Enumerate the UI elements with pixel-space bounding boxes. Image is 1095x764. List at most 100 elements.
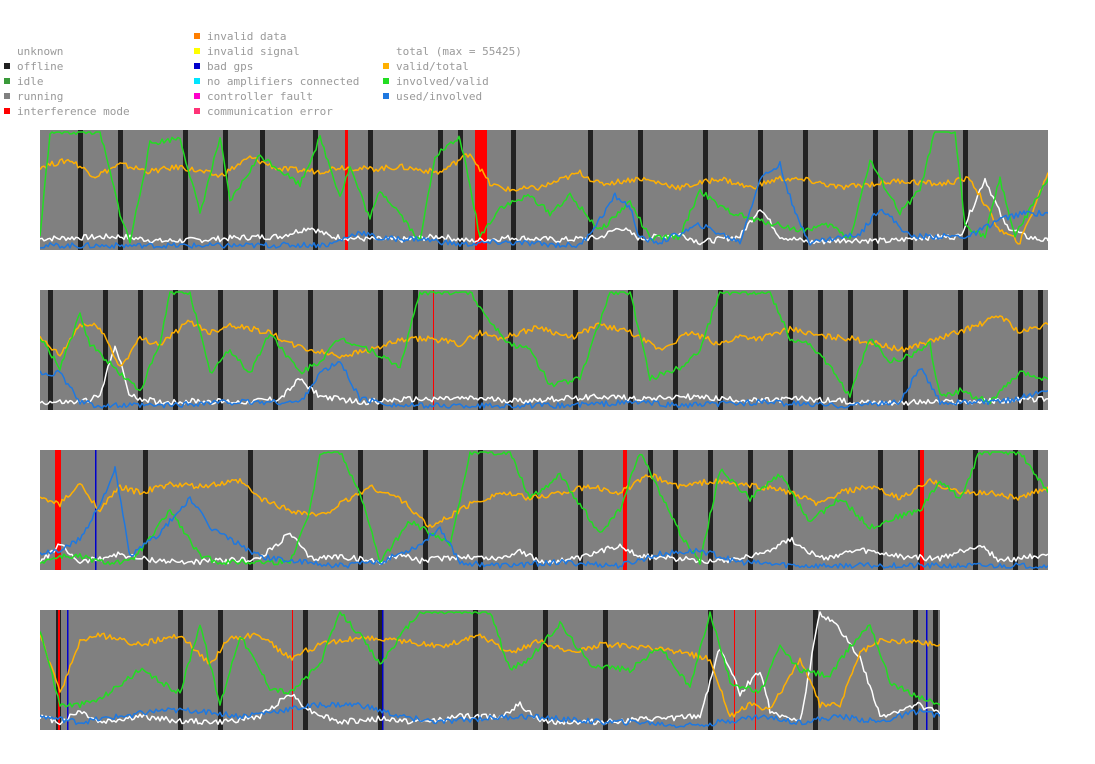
offline-mark <box>628 290 633 410</box>
offline-mark <box>143 450 148 570</box>
offline-mark <box>313 130 318 250</box>
bad-gps-mark <box>926 610 928 730</box>
offline-mark <box>703 130 708 250</box>
offline-mark <box>878 450 883 570</box>
offline-mark <box>803 130 808 250</box>
interference-mark <box>755 610 756 730</box>
timeline-strip <box>40 130 1048 250</box>
offline-mark <box>933 610 938 730</box>
offline-mark <box>543 610 548 730</box>
legend-swatch <box>383 93 389 99</box>
offline-mark <box>1013 450 1018 570</box>
legend-swatch <box>383 63 389 69</box>
series-line-involved-valid <box>40 131 1048 244</box>
timeline-strip <box>40 290 1048 410</box>
offline-mark <box>638 130 643 250</box>
offline-mark <box>958 290 963 410</box>
legend-swatch <box>194 93 200 99</box>
timeline-strip <box>40 450 1048 570</box>
offline-mark <box>218 610 223 730</box>
legend-swatch <box>4 93 10 99</box>
offline-mark <box>973 450 978 570</box>
offline-mark <box>533 450 538 570</box>
offline-mark <box>508 290 513 410</box>
offline-mark <box>118 130 123 250</box>
legend-label: bad gps <box>207 60 254 73</box>
series-line-valid-total <box>40 473 1048 529</box>
series-line-used-involved <box>40 160 1048 249</box>
running-background <box>40 130 1048 250</box>
interference-mark <box>58 610 60 730</box>
offline-mark <box>138 290 143 410</box>
offline-mark <box>248 450 253 570</box>
offline-mark <box>438 130 443 250</box>
running-background <box>40 450 1048 570</box>
interference-mark <box>734 610 735 730</box>
offline-mark <box>48 290 53 410</box>
offline-mark <box>458 130 463 250</box>
offline-mark <box>423 450 428 570</box>
offline-mark <box>813 610 818 730</box>
offline-mark <box>648 450 653 570</box>
legend-swatch <box>194 33 200 39</box>
legend-swatch <box>194 63 200 69</box>
offline-mark <box>183 130 188 250</box>
offline-mark <box>748 450 753 570</box>
series-line-valid-total <box>40 632 940 718</box>
offline-mark <box>708 450 713 570</box>
interference-mark <box>433 290 434 410</box>
interference-mark <box>292 610 293 730</box>
series-line-total <box>40 177 1048 246</box>
legend-swatch <box>194 48 200 54</box>
series-line-total <box>40 532 1048 566</box>
legend-label: interference mode <box>17 105 130 118</box>
legend-swatch <box>4 63 10 69</box>
interference-mark <box>345 130 348 250</box>
offline-mark <box>478 290 483 410</box>
offline-mark <box>78 130 83 250</box>
offline-mark <box>788 290 793 410</box>
series-line-used-involved <box>40 701 940 729</box>
offline-mark <box>908 130 913 250</box>
legend-label: valid/total <box>396 60 469 73</box>
offline-mark <box>913 610 918 730</box>
timeline-strip <box>40 610 940 730</box>
running-background <box>40 610 940 730</box>
series-line-total <box>40 611 940 726</box>
offline-mark <box>178 610 183 730</box>
interference-mark <box>55 450 61 570</box>
legend-label: controller fault <box>207 90 313 103</box>
offline-mark <box>478 450 483 570</box>
series-line-involved-valid <box>40 291 1048 405</box>
offline-mark <box>718 290 723 410</box>
offline-mark <box>358 450 363 570</box>
legend-label: offline <box>17 60 64 73</box>
offline-mark <box>588 130 593 250</box>
legend-label: invalid signal <box>207 45 300 58</box>
legend-swatch <box>194 108 200 114</box>
legend-swatch <box>194 78 200 84</box>
offline-mark <box>223 130 228 250</box>
legend-swatch <box>4 108 10 114</box>
offline-mark <box>218 290 223 410</box>
interference-mark <box>623 450 627 570</box>
offline-mark <box>413 290 418 410</box>
offline-mark <box>473 610 478 730</box>
offline-mark <box>303 610 308 730</box>
offline-mark <box>873 130 878 250</box>
series-line-used-involved <box>40 361 1048 409</box>
series-line-used-involved <box>40 465 1048 569</box>
offline-mark <box>1018 290 1023 410</box>
offline-mark <box>368 130 373 250</box>
offline-mark <box>103 290 108 410</box>
series-line-involved-valid <box>40 451 1048 566</box>
offline-mark <box>573 290 578 410</box>
offline-mark <box>603 610 608 730</box>
offline-mark <box>758 130 763 250</box>
legend-label: running <box>17 90 64 103</box>
offline-mark <box>708 610 713 730</box>
offline-mark <box>848 290 853 410</box>
running-background <box>40 290 1048 410</box>
chart-legend: unknown offline idle running interference mo… <box>0 0 1095 125</box>
series-line-valid-total <box>40 153 1048 245</box>
